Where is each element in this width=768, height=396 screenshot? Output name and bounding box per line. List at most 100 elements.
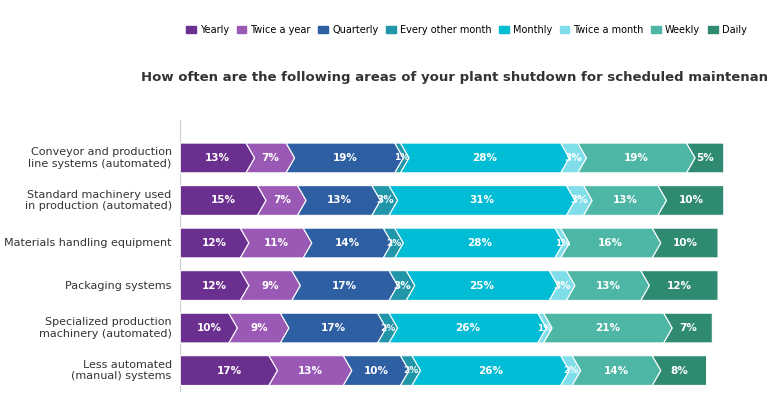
Text: 13%: 13% <box>326 196 352 206</box>
Polygon shape <box>561 228 660 258</box>
Text: 13%: 13% <box>205 153 230 163</box>
Text: 14%: 14% <box>335 238 360 248</box>
Polygon shape <box>401 143 569 173</box>
Polygon shape <box>687 143 723 173</box>
Polygon shape <box>269 356 352 385</box>
Polygon shape <box>280 313 386 343</box>
Polygon shape <box>395 228 564 258</box>
Polygon shape <box>389 313 546 343</box>
Polygon shape <box>641 270 718 301</box>
Text: Materials handling equipment: Materials handling equipment <box>4 238 172 248</box>
Text: 11%: 11% <box>263 238 289 248</box>
Polygon shape <box>395 143 409 173</box>
Text: 1%: 1% <box>538 324 553 333</box>
Polygon shape <box>292 270 398 301</box>
Text: 2%: 2% <box>403 366 418 375</box>
Text: 17%: 17% <box>217 366 241 375</box>
Text: 1%: 1% <box>394 154 409 162</box>
Text: 7%: 7% <box>679 323 697 333</box>
Text: Standard machinery used
in production (automated): Standard machinery used in production (a… <box>25 190 172 211</box>
Text: 17%: 17% <box>321 323 346 333</box>
Text: 26%: 26% <box>478 366 503 375</box>
Polygon shape <box>378 313 398 343</box>
Text: 3%: 3% <box>571 196 588 206</box>
Polygon shape <box>383 228 403 258</box>
Polygon shape <box>572 356 660 385</box>
Polygon shape <box>406 270 558 301</box>
Text: 9%: 9% <box>250 323 268 333</box>
Text: 9%: 9% <box>262 280 280 291</box>
Polygon shape <box>286 143 403 173</box>
Text: 10%: 10% <box>197 323 221 333</box>
Polygon shape <box>652 228 718 258</box>
Text: 15%: 15% <box>210 196 236 206</box>
Polygon shape <box>549 270 575 301</box>
Text: 7%: 7% <box>273 196 291 206</box>
Text: Conveyor and production
line systems (automated): Conveyor and production line systems (au… <box>28 147 172 169</box>
Text: 2%: 2% <box>563 366 578 375</box>
Text: 3%: 3% <box>553 280 571 291</box>
Text: Specialized production
machinery (automated): Specialized production machinery (automa… <box>39 317 172 339</box>
Text: 28%: 28% <box>472 153 498 163</box>
Text: 5%: 5% <box>697 153 714 163</box>
Polygon shape <box>297 186 380 215</box>
Text: 7%: 7% <box>261 153 280 163</box>
Text: Less automated
(manual) systems: Less automated (manual) systems <box>71 360 172 381</box>
Text: 3%: 3% <box>393 280 411 291</box>
Text: 14%: 14% <box>604 366 629 375</box>
Polygon shape <box>180 186 266 215</box>
Polygon shape <box>240 228 312 258</box>
Text: 1%: 1% <box>554 238 570 248</box>
Text: 26%: 26% <box>455 323 480 333</box>
Text: 25%: 25% <box>469 280 495 291</box>
Polygon shape <box>578 143 695 173</box>
Polygon shape <box>180 270 249 301</box>
Text: 10%: 10% <box>364 366 389 375</box>
Polygon shape <box>343 356 409 385</box>
Polygon shape <box>257 186 306 215</box>
Polygon shape <box>372 186 398 215</box>
Polygon shape <box>561 143 587 173</box>
Polygon shape <box>229 313 289 343</box>
Polygon shape <box>389 270 415 301</box>
Polygon shape <box>180 313 237 343</box>
Text: 2%: 2% <box>380 324 396 333</box>
Text: 8%: 8% <box>670 366 688 375</box>
Text: 16%: 16% <box>598 238 624 248</box>
Text: 21%: 21% <box>595 323 621 333</box>
Polygon shape <box>561 356 581 385</box>
Text: 3%: 3% <box>376 196 394 206</box>
Title: How often are the following areas of your plant shutdown for scheduled maintenan: How often are the following areas of you… <box>141 71 768 84</box>
Legend: Yearly, Twice a year, Quarterly, Every other month, Monthly, Twice a month, Week: Yearly, Twice a year, Quarterly, Every o… <box>182 21 750 39</box>
Polygon shape <box>555 228 569 258</box>
Text: 19%: 19% <box>624 153 649 163</box>
Text: 13%: 13% <box>613 196 637 206</box>
Polygon shape <box>180 356 277 385</box>
Polygon shape <box>567 186 592 215</box>
Polygon shape <box>303 228 392 258</box>
Text: 13%: 13% <box>298 366 323 375</box>
Text: 19%: 19% <box>333 153 357 163</box>
Polygon shape <box>246 143 295 173</box>
Polygon shape <box>180 228 249 258</box>
Text: 12%: 12% <box>667 280 692 291</box>
Polygon shape <box>538 313 552 343</box>
Text: 10%: 10% <box>678 196 703 206</box>
Polygon shape <box>584 186 667 215</box>
Text: Packaging systems: Packaging systems <box>65 280 172 291</box>
Polygon shape <box>412 356 569 385</box>
Polygon shape <box>658 186 723 215</box>
Polygon shape <box>664 313 713 343</box>
Text: 10%: 10% <box>673 238 697 248</box>
Polygon shape <box>389 186 575 215</box>
Text: 12%: 12% <box>202 280 227 291</box>
Polygon shape <box>652 356 707 385</box>
Polygon shape <box>544 313 672 343</box>
Text: 28%: 28% <box>467 238 492 248</box>
Text: 31%: 31% <box>469 196 495 206</box>
Polygon shape <box>240 270 300 301</box>
Polygon shape <box>401 356 421 385</box>
Polygon shape <box>180 143 255 173</box>
Text: 2%: 2% <box>386 238 401 248</box>
Text: 12%: 12% <box>202 238 227 248</box>
